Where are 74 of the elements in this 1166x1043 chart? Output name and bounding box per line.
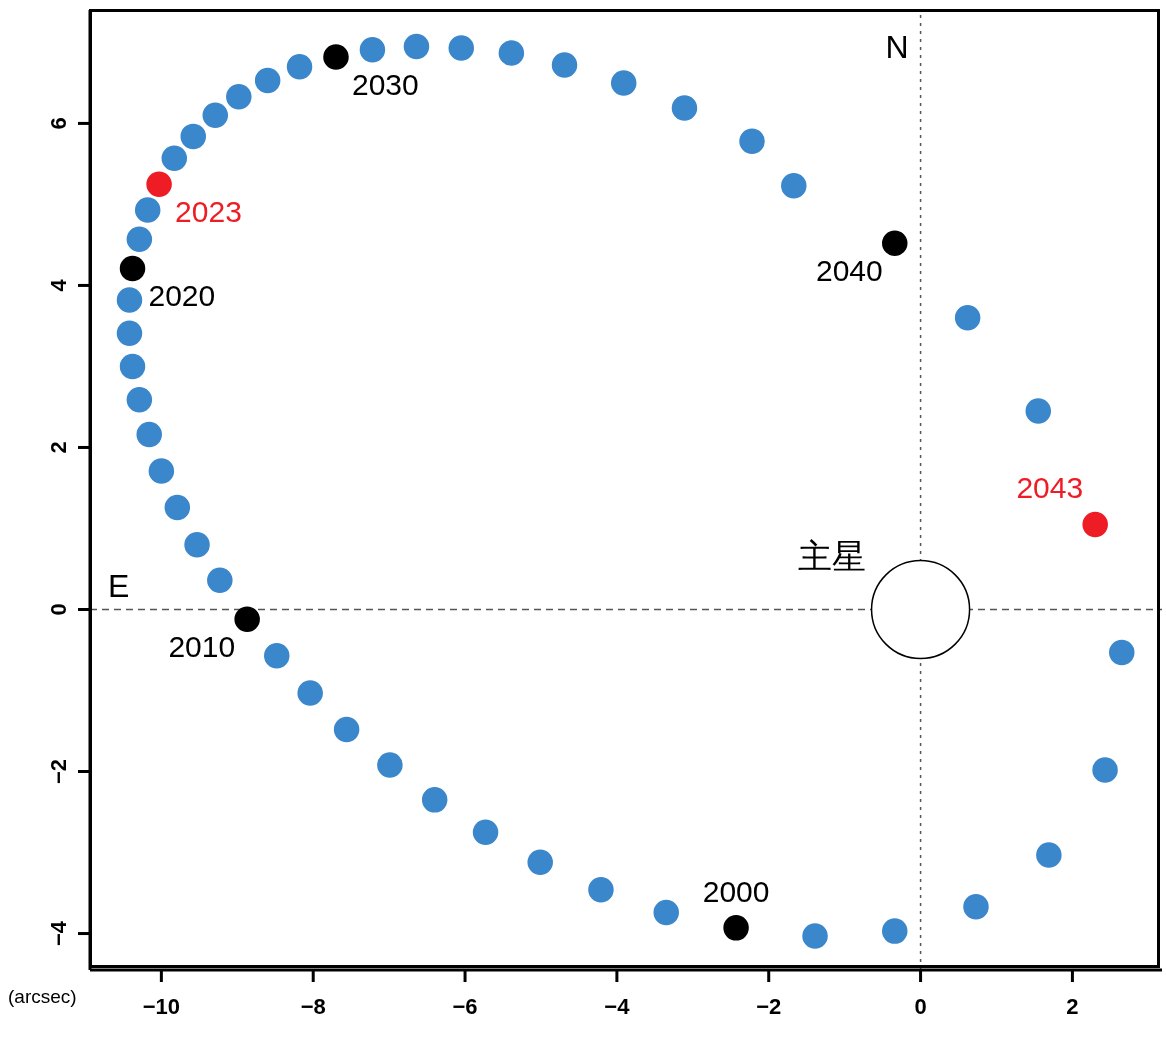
x-tick-label: 0 bbox=[914, 994, 927, 1019]
annotation: 2043 bbox=[1016, 471, 1084, 505]
annotation: 2000 bbox=[702, 874, 770, 908]
y-tick-label: 0 bbox=[46, 603, 71, 616]
point bbox=[126, 226, 153, 253]
point bbox=[1092, 757, 1118, 783]
point bbox=[359, 36, 386, 63]
x-tick-label: −2 bbox=[756, 994, 782, 1019]
point bbox=[116, 287, 143, 313]
point bbox=[297, 680, 323, 706]
point bbox=[333, 716, 360, 743]
point bbox=[119, 255, 146, 282]
point bbox=[126, 386, 153, 413]
y-tick-label: 2 bbox=[46, 441, 71, 454]
point bbox=[136, 421, 162, 448]
point bbox=[882, 230, 908, 257]
point bbox=[671, 95, 698, 121]
point bbox=[1109, 639, 1135, 666]
point bbox=[264, 642, 290, 669]
y-tick-label: 6 bbox=[46, 117, 71, 130]
point bbox=[723, 915, 749, 941]
x-tick-label: 2 bbox=[1066, 994, 1079, 1019]
point bbox=[1082, 511, 1108, 538]
point bbox=[180, 123, 206, 150]
annotation: 2020 bbox=[148, 279, 216, 313]
annotation: 2023 bbox=[175, 195, 242, 229]
point bbox=[286, 53, 313, 80]
point bbox=[148, 458, 175, 484]
annotation: 2040 bbox=[816, 254, 883, 288]
point bbox=[610, 70, 637, 96]
point bbox=[1036, 842, 1062, 868]
point bbox=[882, 918, 908, 944]
point bbox=[498, 40, 525, 66]
point bbox=[202, 102, 229, 129]
point bbox=[1025, 398, 1051, 424]
x-axis-title: (arcsec) bbox=[8, 986, 77, 1008]
point bbox=[781, 173, 807, 199]
annotation: N bbox=[885, 29, 909, 65]
point bbox=[234, 606, 260, 632]
y-tick-label: −4 bbox=[46, 920, 71, 947]
point bbox=[954, 305, 981, 331]
point bbox=[527, 849, 553, 875]
point bbox=[377, 752, 403, 778]
point bbox=[184, 531, 210, 558]
y-tick-label: 4 bbox=[46, 278, 71, 292]
x-tick-label: −10 bbox=[142, 994, 181, 1019]
annotation: E bbox=[108, 568, 130, 605]
point bbox=[802, 923, 828, 949]
point bbox=[226, 83, 252, 110]
point bbox=[146, 171, 172, 197]
y-tick-label: −2 bbox=[46, 758, 71, 785]
point bbox=[164, 494, 191, 521]
point bbox=[116, 320, 143, 346]
annotation: 2010 bbox=[168, 630, 236, 664]
point bbox=[421, 787, 448, 813]
x-tick-label: −8 bbox=[300, 994, 326, 1019]
x-tick-label: −6 bbox=[452, 994, 478, 1019]
point bbox=[588, 877, 614, 903]
point bbox=[207, 567, 233, 594]
point bbox=[551, 52, 578, 78]
point bbox=[472, 819, 499, 846]
x-tick-label: −4 bbox=[604, 994, 631, 1019]
point bbox=[254, 67, 281, 94]
point bbox=[963, 894, 989, 920]
series-label: 主星 bbox=[797, 537, 866, 576]
point bbox=[653, 899, 679, 926]
point bbox=[134, 197, 161, 223]
point bbox=[448, 35, 474, 61]
point bbox=[739, 128, 765, 154]
point bbox=[119, 353, 146, 380]
annotation: 2030 bbox=[351, 67, 419, 101]
point bbox=[323, 44, 349, 70]
point bbox=[161, 145, 188, 171]
point bbox=[403, 33, 430, 60]
